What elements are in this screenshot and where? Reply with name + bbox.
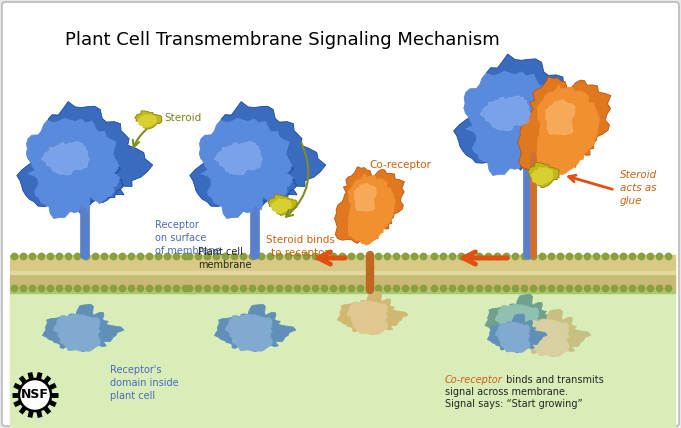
Circle shape [101,253,108,260]
Circle shape [146,253,153,260]
Circle shape [285,253,291,260]
Circle shape [57,285,63,292]
Circle shape [567,285,573,292]
Circle shape [83,253,90,260]
Circle shape [467,253,474,260]
Circle shape [138,285,144,292]
Circle shape [449,285,456,292]
Circle shape [575,285,582,292]
Circle shape [12,285,18,292]
Circle shape [285,285,291,292]
Text: Receptor's
domain inside
plant cell: Receptor's domain inside plant cell [110,365,178,401]
Circle shape [467,285,474,292]
Circle shape [458,253,464,260]
Circle shape [187,253,193,260]
Circle shape [656,253,663,260]
Circle shape [173,253,180,260]
Circle shape [476,285,483,292]
Text: Plant cell
membrane: Plant cell membrane [198,247,251,270]
Circle shape [29,253,35,260]
PathPatch shape [70,157,123,202]
Circle shape [93,253,99,260]
Circle shape [366,253,373,260]
Circle shape [593,285,600,292]
Circle shape [138,253,144,260]
Circle shape [249,253,255,260]
PathPatch shape [138,115,157,128]
Circle shape [294,285,301,292]
PathPatch shape [244,161,293,204]
Circle shape [557,253,564,260]
Circle shape [584,285,590,292]
Circle shape [503,253,509,260]
Circle shape [119,253,126,260]
Circle shape [258,253,265,260]
Circle shape [557,285,564,292]
Circle shape [530,253,537,260]
Circle shape [222,253,229,260]
PathPatch shape [515,309,591,357]
Text: binds and transmits: binds and transmits [503,375,604,385]
Circle shape [348,285,355,292]
Circle shape [183,285,189,292]
Circle shape [155,253,161,260]
PathPatch shape [268,194,297,215]
PathPatch shape [528,162,559,187]
PathPatch shape [537,85,600,175]
Circle shape [330,253,336,260]
Circle shape [146,285,153,292]
Circle shape [222,285,229,292]
PathPatch shape [509,111,566,158]
Circle shape [12,253,18,260]
Circle shape [268,253,274,260]
Circle shape [258,285,265,292]
Circle shape [431,285,438,292]
PathPatch shape [464,71,561,175]
Circle shape [648,253,654,260]
Circle shape [348,253,355,260]
Circle shape [164,253,171,260]
Circle shape [187,285,193,292]
Circle shape [449,253,456,260]
PathPatch shape [338,291,408,335]
Circle shape [494,253,501,260]
Circle shape [366,285,373,292]
PathPatch shape [496,322,530,352]
Circle shape [303,285,310,292]
Circle shape [394,253,400,260]
Circle shape [512,285,519,292]
Circle shape [602,253,609,260]
Circle shape [375,285,381,292]
Circle shape [38,285,45,292]
Circle shape [128,253,135,260]
Circle shape [539,253,545,260]
Circle shape [656,285,663,292]
Circle shape [65,285,72,292]
Circle shape [521,285,528,292]
Circle shape [530,285,537,292]
Circle shape [83,285,90,292]
Circle shape [384,253,391,260]
PathPatch shape [531,167,553,185]
Circle shape [276,285,283,292]
Circle shape [458,285,464,292]
Circle shape [358,285,364,292]
Circle shape [548,285,555,292]
Circle shape [164,285,171,292]
Circle shape [620,285,627,292]
Circle shape [183,253,189,260]
Circle shape [276,253,283,260]
Circle shape [155,285,161,292]
Circle shape [602,285,609,292]
PathPatch shape [243,157,296,202]
Text: Signal says: “Start growing”: Signal says: “Start growing” [445,399,583,409]
Circle shape [358,253,364,260]
Circle shape [431,253,438,260]
Text: Steroid
acts as
glue: Steroid acts as glue [620,170,657,206]
PathPatch shape [347,301,387,334]
Circle shape [638,253,645,260]
PathPatch shape [190,101,326,213]
PathPatch shape [41,141,89,175]
Circle shape [441,285,447,292]
